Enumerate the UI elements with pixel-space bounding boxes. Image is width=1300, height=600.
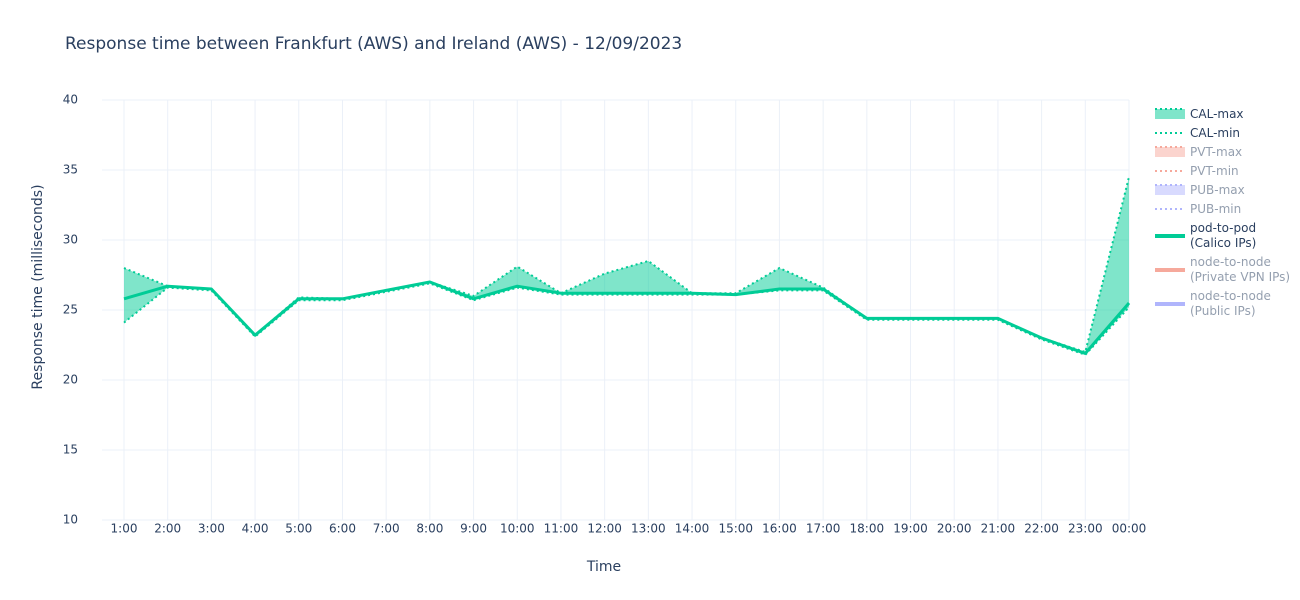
legend-label: CAL-min	[1190, 125, 1241, 140]
legend-label: PUB-max	[1190, 182, 1245, 197]
y-tick-label: 20	[63, 373, 78, 387]
legend-label: pod-to-pod (Calico IPs)	[1190, 221, 1257, 250]
legend-swatch	[1155, 302, 1185, 306]
legend-swatch	[1155, 170, 1185, 172]
x-tick-label: 18:00	[850, 522, 885, 536]
legend-label: PVT-max	[1190, 144, 1243, 159]
legend-item[interactable]: pod-to-pod (Calico IPs)	[1155, 221, 1256, 251]
x-tick-label: 3:00	[198, 522, 225, 536]
legend-item[interactable]: node-to-node (Private VPN IPs)	[1155, 255, 1290, 285]
legend-label: PUB-min	[1190, 201, 1242, 216]
x-tick-label: 12:00	[587, 522, 622, 536]
y-tick-label: 30	[63, 233, 78, 247]
legend-fill	[1155, 147, 1185, 157]
legend-item[interactable]: PUB-max	[1155, 182, 1245, 198]
range-fill	[124, 177, 1129, 355]
x-axis-label: Time	[586, 559, 621, 575]
x-tick-label: 8:00	[416, 522, 443, 536]
legend-item[interactable]: node-to-node (Public IPs)	[1155, 289, 1271, 319]
y-tick-label: 15	[63, 443, 78, 457]
x-tick-label: 1:00	[111, 522, 138, 536]
x-tick-label: 9:00	[460, 522, 487, 536]
legend-swatch	[1155, 132, 1185, 134]
x-tick-label: 22:00	[1024, 522, 1059, 536]
x-tick-label: 7:00	[373, 522, 400, 536]
x-tick-label: 16:00	[762, 522, 797, 536]
legend-item[interactable]: CAL-min	[1155, 125, 1240, 141]
x-tick-label: 5:00	[285, 522, 312, 536]
x-tick-label: 10:00	[500, 522, 535, 536]
x-tick-label: 00:00	[1112, 522, 1147, 536]
x-tick-label: 14:00	[675, 522, 710, 536]
legend-label: CAL-max	[1190, 106, 1244, 121]
grid	[102, 99, 1130, 521]
legend-fill	[1155, 109, 1185, 119]
legend-swatch	[1155, 184, 1185, 195]
x-tick-label: 21:00	[981, 522, 1016, 536]
legend-swatch	[1155, 108, 1185, 119]
x-tick-label: 2:00	[154, 522, 181, 536]
x-tick-label: 23:00	[1068, 522, 1103, 536]
x-tick-label: 17:00	[806, 522, 841, 536]
legend-label: node-to-node (Public IPs)	[1190, 289, 1271, 318]
legend-fill	[1155, 185, 1185, 195]
legend-swatch	[1155, 234, 1185, 238]
x-tick-label: 13:00	[631, 522, 666, 536]
legend-item[interactable]: CAL-max	[1155, 106, 1244, 122]
x-tick-label: 11:00	[544, 522, 579, 536]
legend-item[interactable]: PVT-max	[1155, 144, 1242, 160]
x-tick-label: 20:00	[937, 522, 972, 536]
y-tick-label: 25	[63, 303, 78, 317]
series-line	[123, 176, 1130, 353]
y-tick-label: 35	[63, 163, 78, 177]
x-tick-label: 6:00	[329, 522, 356, 536]
legend-label: node-to-node (Private VPN IPs)	[1190, 255, 1291, 284]
x-tick-label: 4:00	[242, 522, 269, 536]
series-line	[123, 280, 1131, 355]
y-axis-label: Response time (milliseconds)	[30, 184, 46, 389]
legend-swatch	[1155, 208, 1185, 210]
x-tick-label: 15:00	[718, 522, 753, 536]
legend-swatch	[1155, 268, 1185, 272]
y-tick-label: 40	[63, 93, 78, 107]
chart-title: Response time between Frankfurt (AWS) an…	[65, 34, 682, 54]
y-tick-label: 10	[63, 513, 78, 527]
x-tick-label: 19:00	[893, 522, 928, 536]
legend-item[interactable]: PVT-min	[1155, 163, 1239, 179]
legend-item[interactable]: PUB-min	[1155, 201, 1241, 217]
legend-label: PVT-min	[1190, 163, 1239, 178]
legend-swatch	[1155, 146, 1185, 157]
